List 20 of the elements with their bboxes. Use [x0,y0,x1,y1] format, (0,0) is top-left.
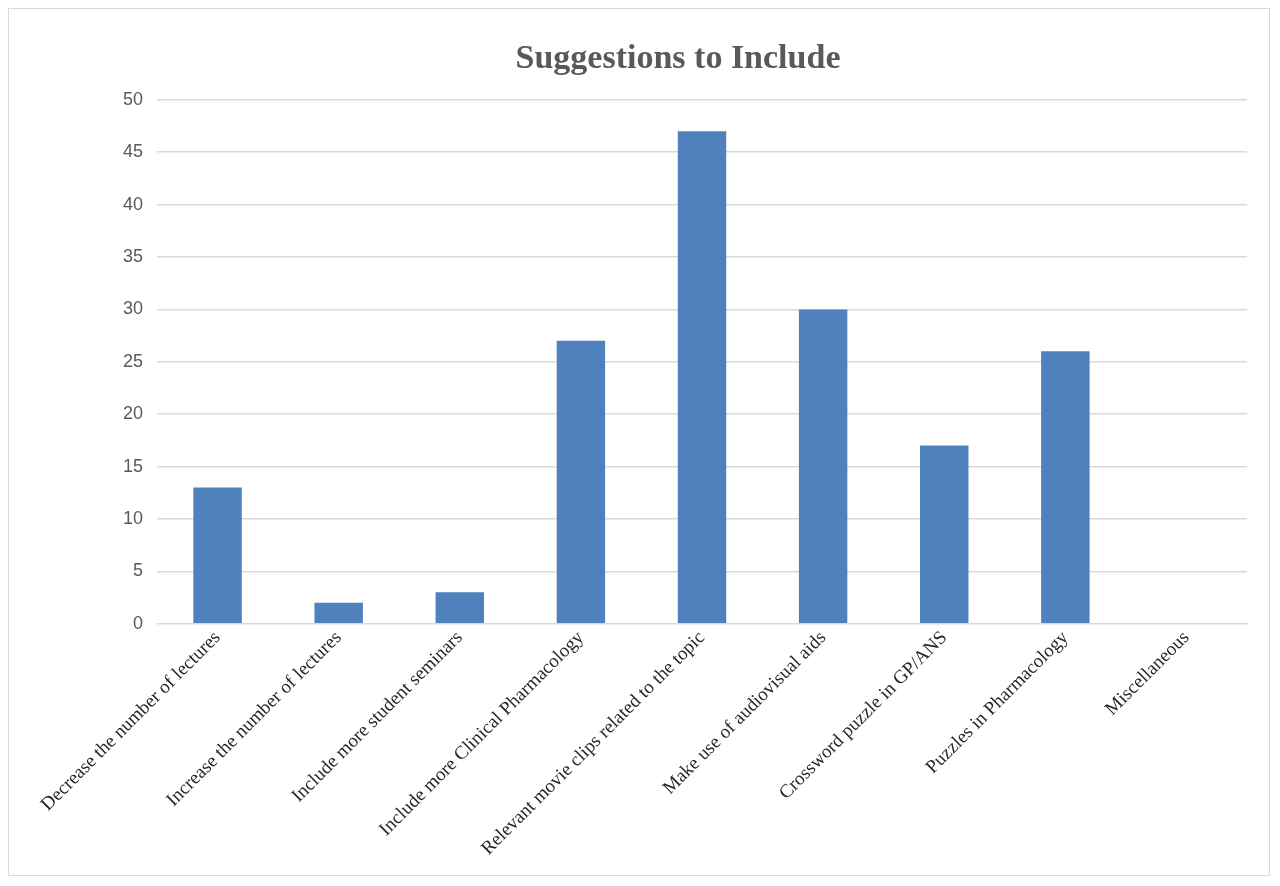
bar [1041,351,1090,623]
bar [193,487,242,623]
y-tick-label: 15 [122,455,144,476]
y-tick-label: 50 [122,88,144,109]
y-tick-label: 30 [122,298,144,319]
y-tick-label: 20 [122,403,144,424]
y-tick-label: 5 [133,560,144,581]
y-tick-label: 45 [122,141,144,162]
bar [314,602,363,623]
bar [556,340,606,623]
bar [798,309,848,623]
chart-title: Suggestions to Include [515,38,841,76]
y-tick-label: 35 [122,245,144,266]
bar [920,445,969,623]
y-tick-label: 10 [122,507,144,528]
y-tick-label: 40 [122,193,144,214]
bar [435,592,485,623]
bar [677,131,727,623]
y-tick-label: 0 [133,612,144,633]
y-tick-label: 25 [122,350,144,371]
